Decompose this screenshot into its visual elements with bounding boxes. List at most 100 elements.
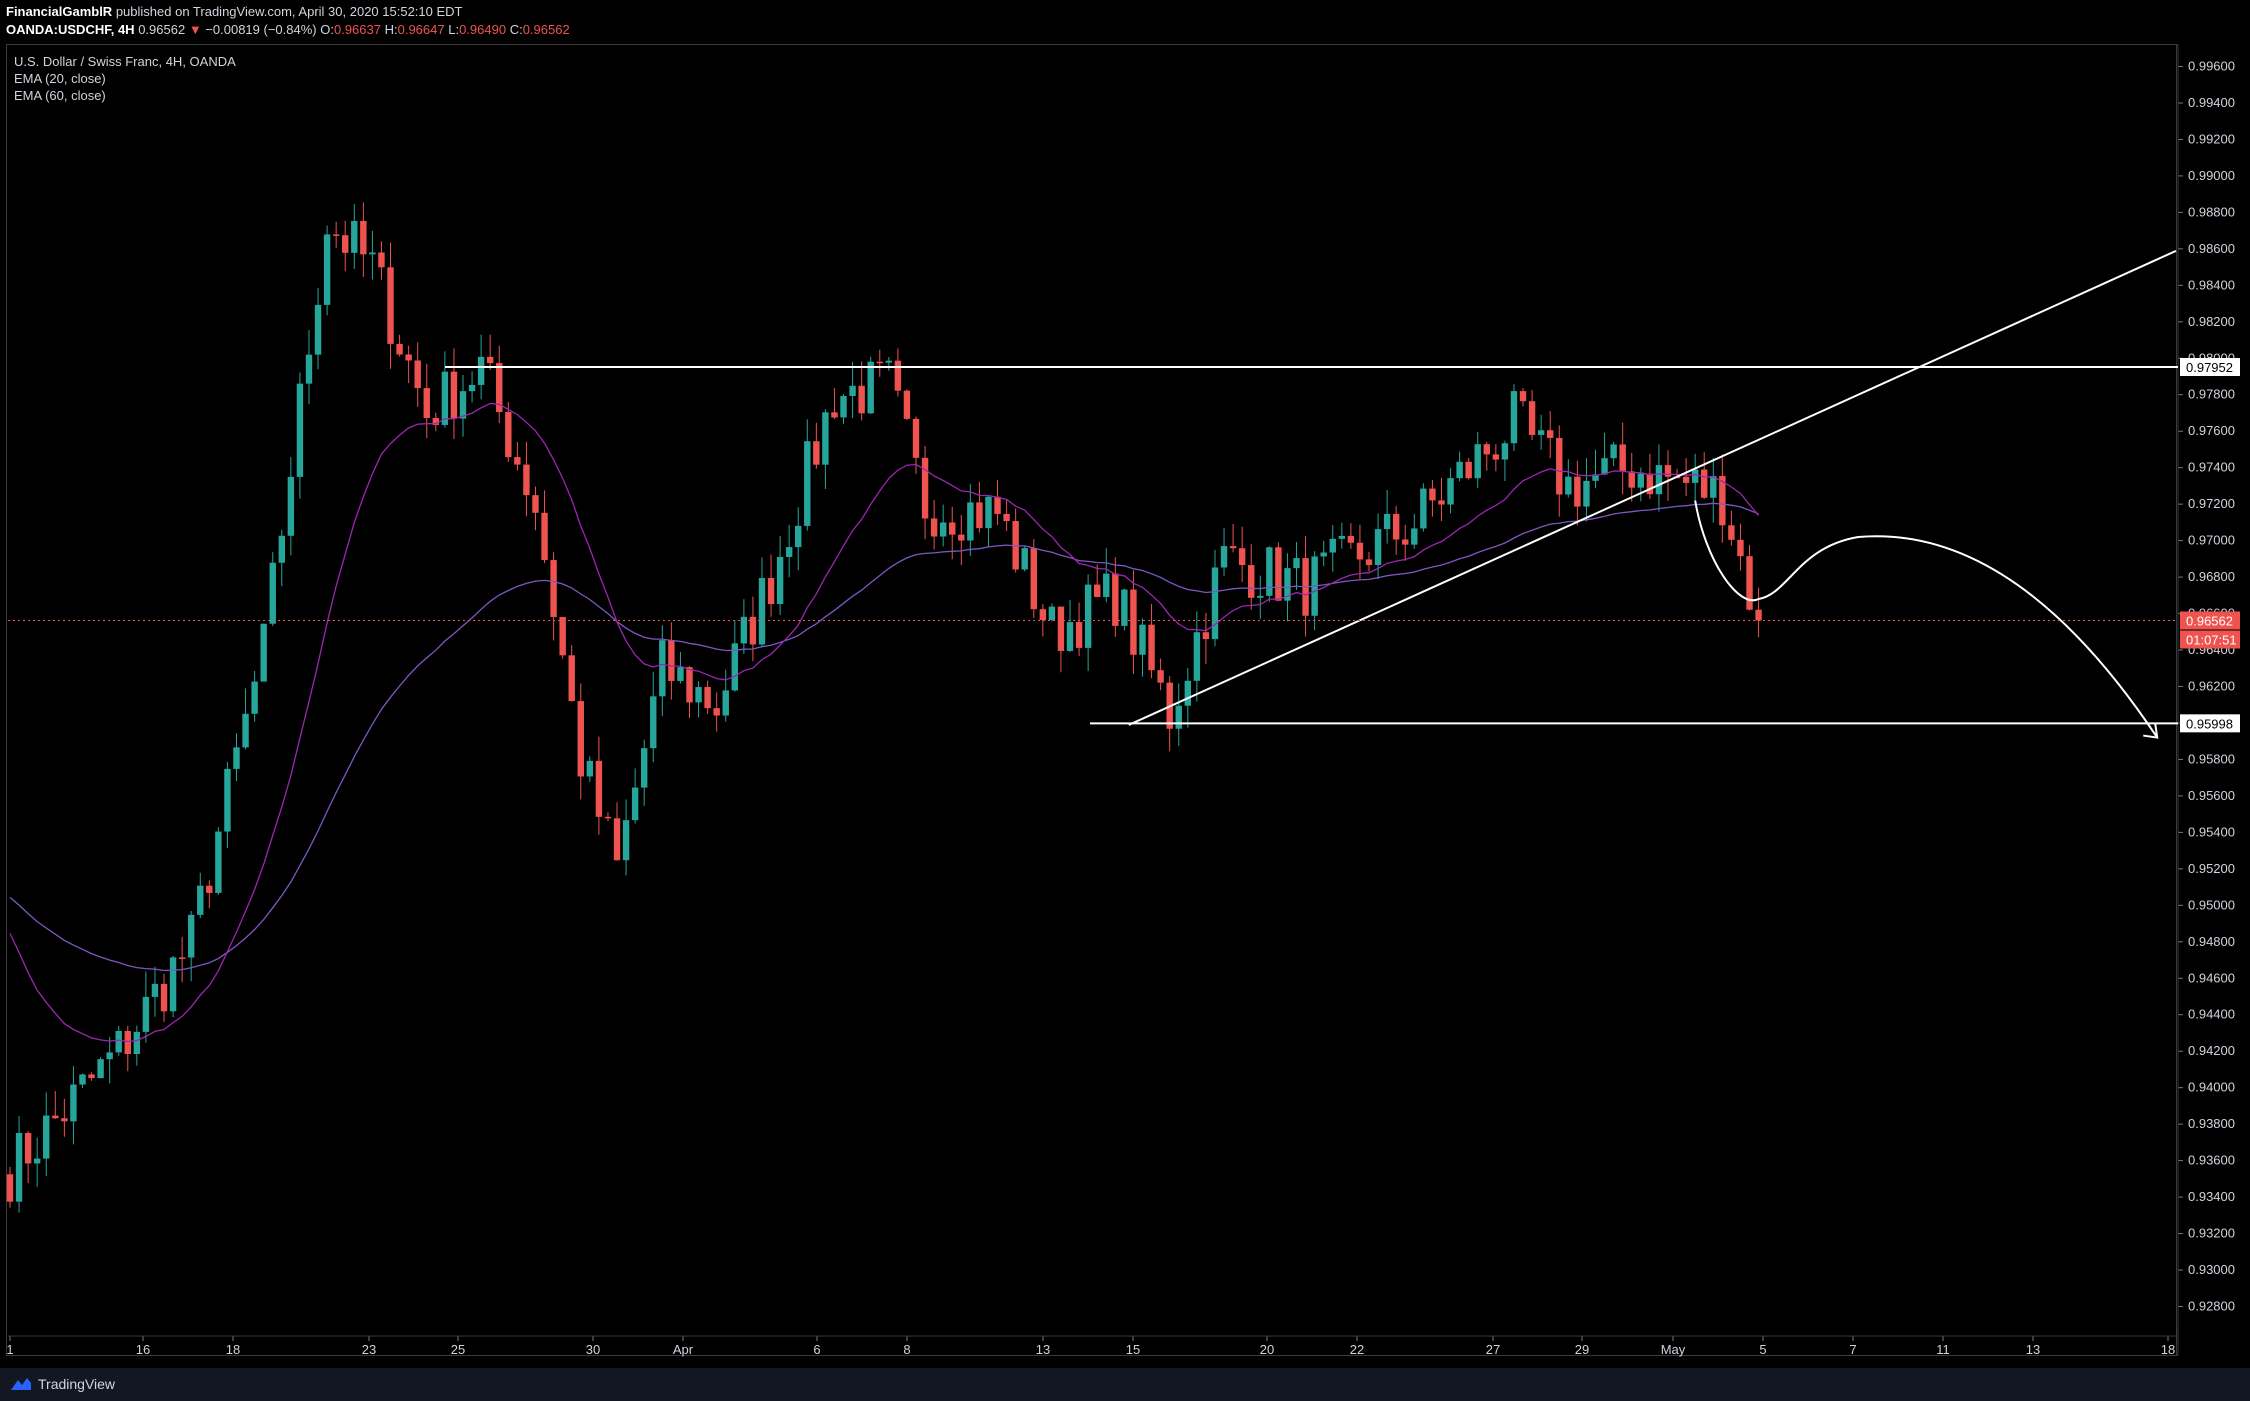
candle-down bbox=[160, 983, 168, 1012]
footer-bar: TradingView bbox=[0, 1368, 2250, 1401]
candle-down bbox=[1057, 606, 1065, 651]
y-tick-label: 0.99600 bbox=[2188, 59, 2235, 74]
candle-up bbox=[722, 690, 729, 716]
candle-up bbox=[586, 760, 594, 777]
candle-down bbox=[405, 354, 412, 361]
candle-up bbox=[1610, 444, 1617, 459]
candle-up bbox=[1420, 488, 1427, 529]
y-tick-label: 0.93000 bbox=[2188, 1262, 2235, 1277]
candle-down bbox=[1728, 525, 1735, 540]
level-price-label: 0.95998 bbox=[2186, 716, 2233, 731]
candle-up bbox=[1048, 606, 1056, 621]
candle-up bbox=[939, 522, 947, 537]
legend-ema60[interactable]: EMA (60, close) bbox=[14, 88, 106, 103]
countdown-label: 01:07:51 bbox=[2186, 632, 2237, 647]
candle-down bbox=[52, 1115, 59, 1119]
x-tick-label: 29 bbox=[1575, 1342, 1589, 1357]
rising-trendline bbox=[1128, 249, 2177, 726]
candle-down bbox=[1365, 559, 1373, 566]
candle-down bbox=[387, 267, 394, 344]
candle-down bbox=[713, 708, 720, 716]
candle-up bbox=[1121, 589, 1128, 626]
y-tick-label: 0.99000 bbox=[2188, 168, 2235, 183]
candle-down bbox=[831, 412, 838, 418]
candle-up bbox=[967, 502, 974, 541]
candle-up bbox=[1320, 552, 1327, 557]
projection-arrowhead bbox=[2143, 723, 2159, 739]
candle-up bbox=[1103, 573, 1110, 598]
y-tick-label: 0.94200 bbox=[2188, 1043, 2235, 1058]
ohlc-line: OANDA:USDCHF, 4H 0.96562 ▼ −0.00819 (−0.… bbox=[6, 22, 570, 37]
chart-legend: U.S. Dollar / Swiss Franc, 4H, OANDA EMA… bbox=[14, 53, 236, 104]
candle-down bbox=[1003, 513, 1010, 522]
candle-up bbox=[142, 996, 150, 1032]
brand-text: TradingView bbox=[38, 1376, 116, 1392]
projected-path bbox=[1694, 500, 2159, 739]
candle-up bbox=[151, 983, 159, 997]
candle-down bbox=[378, 252, 385, 268]
candle-down bbox=[604, 816, 612, 819]
candle-down bbox=[1746, 556, 1753, 610]
chart-frame bbox=[6, 44, 2177, 1356]
candle-down bbox=[1275, 547, 1282, 601]
tradingview-brand[interactable]: TradingView bbox=[10, 1376, 115, 1392]
close-value: 0.96562 bbox=[522, 22, 570, 37]
candle-up bbox=[287, 476, 295, 536]
candle-up bbox=[1510, 391, 1518, 444]
y-tick-label: 0.93200 bbox=[2188, 1226, 2235, 1241]
symbol-text: OANDA:USDCHF, 4H bbox=[6, 22, 135, 37]
candle-down bbox=[1574, 476, 1581, 507]
candle-down bbox=[976, 502, 983, 529]
candle-down bbox=[1075, 622, 1083, 648]
y-tick-label: 0.95400 bbox=[2188, 824, 2235, 839]
candle-down bbox=[1429, 488, 1436, 501]
candle-up bbox=[169, 957, 177, 1012]
author-name[interactable]: FinancialGamblR bbox=[6, 4, 113, 19]
candle-down bbox=[124, 1030, 131, 1054]
candle-down bbox=[1148, 624, 1155, 671]
low-label: L: bbox=[448, 22, 460, 37]
candle-up bbox=[1601, 458, 1608, 475]
candle-down bbox=[1094, 584, 1101, 598]
candle-down bbox=[496, 363, 503, 413]
candle-down bbox=[1528, 401, 1536, 435]
candle-up bbox=[1655, 465, 1663, 495]
candle-up bbox=[1637, 473, 1644, 488]
candle-up bbox=[224, 768, 231, 832]
legend-title: U.S. Dollar / Swiss Franc, 4H, OANDA bbox=[14, 54, 236, 69]
candle-up bbox=[885, 360, 893, 363]
x-tick-label: 6 bbox=[813, 1342, 820, 1357]
legend-ema20[interactable]: EMA (20, close) bbox=[14, 71, 106, 86]
candle-down bbox=[1719, 475, 1726, 526]
y-tick-label: 0.98400 bbox=[2188, 277, 2235, 292]
candle-up bbox=[477, 356, 485, 385]
candle-up bbox=[115, 1030, 122, 1053]
candle-up bbox=[1501, 443, 1509, 460]
candle-up bbox=[233, 747, 240, 769]
candle-down bbox=[1755, 609, 1762, 621]
candle-up bbox=[314, 304, 322, 355]
candle-up bbox=[1691, 469, 1699, 483]
candle-down bbox=[1030, 548, 1037, 610]
candle-down bbox=[921, 457, 929, 519]
candle-up bbox=[1456, 461, 1463, 479]
y-tick-label: 0.97000 bbox=[2188, 533, 2235, 548]
candle-up bbox=[459, 391, 467, 419]
candle-up bbox=[305, 354, 313, 384]
candle-up bbox=[631, 787, 639, 821]
candle-up bbox=[1139, 624, 1146, 655]
x-tick-label: Apr bbox=[673, 1342, 694, 1357]
candle-down bbox=[332, 234, 340, 236]
candle-down bbox=[903, 390, 911, 419]
y-tick-label: 0.98800 bbox=[2188, 204, 2235, 219]
candle-up bbox=[1537, 430, 1545, 435]
y-tick-label: 0.94600 bbox=[2188, 970, 2235, 985]
candle-up bbox=[1021, 548, 1028, 570]
y-tick-label: 0.97800 bbox=[2188, 387, 2235, 402]
candle-down bbox=[1039, 609, 1047, 621]
candle-up bbox=[1338, 535, 1346, 539]
candle-down bbox=[1701, 469, 1708, 498]
candle-up bbox=[622, 820, 630, 861]
low-value: 0.96490 bbox=[459, 22, 507, 37]
